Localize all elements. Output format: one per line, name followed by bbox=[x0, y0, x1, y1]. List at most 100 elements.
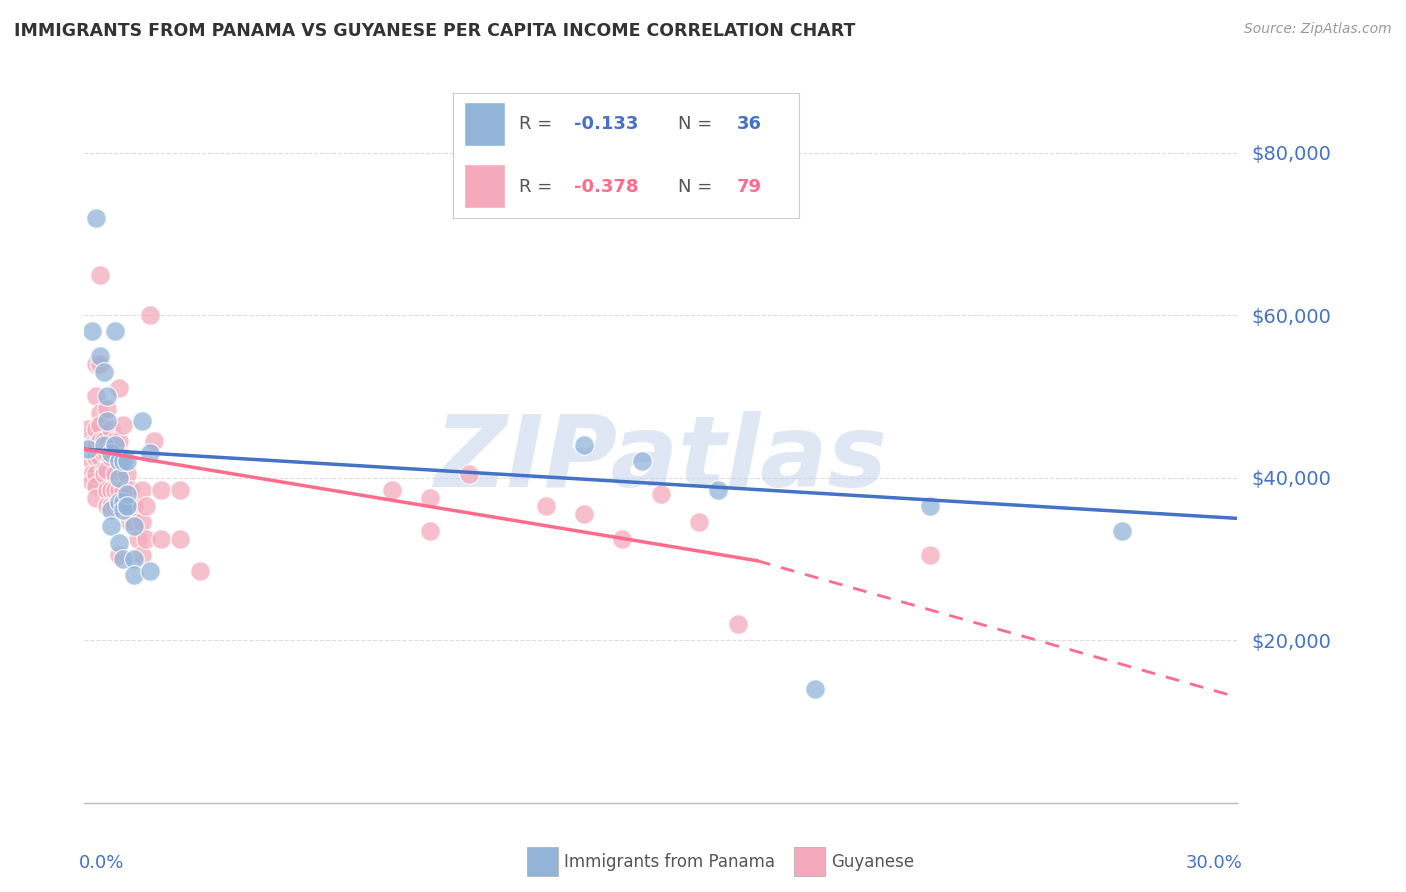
Point bbox=[127, 532, 149, 546]
Point bbox=[93, 434, 115, 449]
Point bbox=[707, 483, 730, 497]
Text: 0.0%: 0.0% bbox=[79, 854, 124, 872]
Point bbox=[135, 499, 157, 513]
Point bbox=[572, 508, 595, 522]
Point bbox=[188, 564, 211, 578]
Point bbox=[918, 499, 941, 513]
Point bbox=[93, 365, 115, 379]
Point bbox=[89, 417, 111, 432]
Point bbox=[135, 532, 157, 546]
Point bbox=[100, 519, 122, 533]
Point bbox=[111, 483, 134, 497]
Text: Guyanese: Guyanese bbox=[831, 853, 914, 871]
Point bbox=[80, 438, 103, 452]
Point bbox=[100, 483, 122, 497]
Point bbox=[96, 499, 118, 513]
Point bbox=[534, 499, 557, 513]
Point bbox=[108, 471, 131, 485]
Point bbox=[131, 516, 153, 530]
Point bbox=[108, 499, 131, 513]
Point bbox=[104, 438, 127, 452]
Point bbox=[96, 446, 118, 460]
Point bbox=[100, 499, 122, 513]
Point bbox=[169, 532, 191, 546]
Point bbox=[150, 532, 173, 546]
Point bbox=[108, 483, 131, 497]
Point bbox=[688, 516, 710, 530]
Point bbox=[96, 389, 118, 403]
Point bbox=[650, 487, 672, 501]
Text: Immigrants from Panama: Immigrants from Panama bbox=[564, 853, 775, 871]
Point bbox=[96, 401, 118, 416]
Point bbox=[115, 499, 138, 513]
Point bbox=[104, 434, 127, 449]
Point bbox=[124, 499, 146, 513]
Point bbox=[100, 503, 122, 517]
Point bbox=[120, 516, 142, 530]
Point bbox=[84, 438, 107, 452]
Point bbox=[80, 467, 103, 481]
Point bbox=[150, 483, 173, 497]
Point bbox=[124, 568, 146, 582]
Point bbox=[96, 414, 118, 428]
Point bbox=[111, 417, 134, 432]
Point bbox=[803, 681, 825, 696]
Point bbox=[104, 446, 127, 460]
Point bbox=[457, 467, 479, 481]
Point bbox=[104, 483, 127, 497]
Point bbox=[80, 475, 103, 489]
Point bbox=[131, 483, 153, 497]
Point bbox=[77, 442, 100, 457]
Point bbox=[93, 462, 115, 476]
Point bbox=[111, 503, 134, 517]
Point bbox=[108, 548, 131, 562]
Point bbox=[115, 454, 138, 468]
Point bbox=[84, 422, 107, 436]
Point bbox=[115, 467, 138, 481]
Point bbox=[419, 491, 441, 505]
Point bbox=[84, 211, 107, 225]
Point bbox=[104, 467, 127, 481]
Point bbox=[108, 381, 131, 395]
Point bbox=[89, 406, 111, 420]
Point bbox=[138, 564, 160, 578]
Point bbox=[93, 438, 115, 452]
Point bbox=[93, 446, 115, 460]
Point bbox=[89, 268, 111, 282]
Point bbox=[108, 454, 131, 468]
Point bbox=[115, 487, 138, 501]
Point bbox=[89, 357, 111, 371]
Point bbox=[111, 454, 134, 468]
Point bbox=[111, 552, 134, 566]
Point bbox=[84, 450, 107, 465]
Point bbox=[1111, 524, 1133, 538]
Text: 30.0%: 30.0% bbox=[1187, 854, 1243, 872]
Point bbox=[918, 548, 941, 562]
Point bbox=[142, 434, 165, 449]
Point bbox=[84, 357, 107, 371]
Point bbox=[93, 467, 115, 481]
Point bbox=[108, 495, 131, 509]
Point bbox=[89, 434, 111, 449]
Point bbox=[80, 454, 103, 468]
Point bbox=[104, 499, 127, 513]
Point bbox=[115, 499, 138, 513]
Point bbox=[96, 462, 118, 476]
Text: IMMIGRANTS FROM PANAMA VS GUYANESE PER CAPITA INCOME CORRELATION CHART: IMMIGRANTS FROM PANAMA VS GUYANESE PER C… bbox=[14, 22, 855, 40]
Point bbox=[111, 450, 134, 465]
Point bbox=[89, 349, 111, 363]
Point bbox=[84, 491, 107, 505]
Text: ZIPatlas: ZIPatlas bbox=[434, 410, 887, 508]
Point bbox=[104, 325, 127, 339]
Point bbox=[630, 454, 652, 468]
Point bbox=[131, 414, 153, 428]
Point bbox=[84, 389, 107, 403]
Point bbox=[100, 446, 122, 460]
Point bbox=[100, 450, 122, 465]
Point bbox=[84, 467, 107, 481]
Point bbox=[727, 617, 749, 632]
Point bbox=[100, 422, 122, 436]
Point bbox=[111, 499, 134, 513]
Point bbox=[77, 422, 100, 436]
Point bbox=[89, 450, 111, 465]
